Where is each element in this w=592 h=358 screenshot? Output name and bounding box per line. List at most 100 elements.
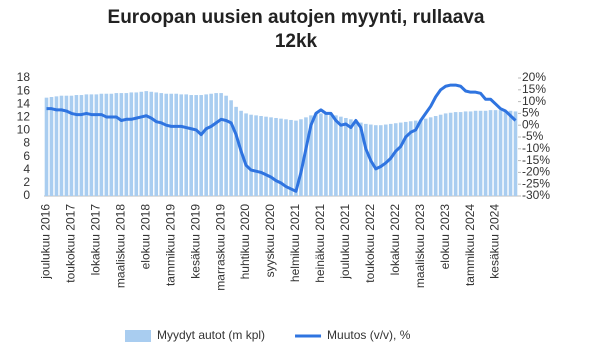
y-tick-label: 2 xyxy=(23,175,30,189)
bar xyxy=(129,92,134,196)
bar xyxy=(433,116,438,196)
bar xyxy=(179,94,184,196)
bar xyxy=(59,95,64,196)
legend-label: Muutos (v/v), % xyxy=(327,328,411,342)
bar xyxy=(254,115,258,196)
bar xyxy=(344,117,348,196)
bar xyxy=(359,122,363,196)
bar xyxy=(279,118,283,196)
bar xyxy=(329,114,333,196)
y2-tick-label: 0% xyxy=(522,117,540,131)
bar xyxy=(493,110,498,196)
bar xyxy=(513,111,518,196)
bar xyxy=(483,110,488,196)
x-tick-label: elokuu 2018 xyxy=(138,204,152,270)
bar xyxy=(159,93,164,196)
bar xyxy=(259,116,263,196)
bar xyxy=(249,114,253,196)
bar xyxy=(104,93,109,196)
bar xyxy=(99,93,104,196)
bar xyxy=(423,118,428,196)
bar xyxy=(309,115,313,196)
y2-tick-label: 15% xyxy=(522,82,546,96)
y-tick-label: 14 xyxy=(17,96,31,110)
x-tick-label: elokuu 2023 xyxy=(438,204,452,270)
bar xyxy=(189,95,193,196)
legend-label: Myydyt autot (m kpl) xyxy=(157,328,265,342)
bar xyxy=(209,93,213,196)
bar xyxy=(94,94,99,196)
bar xyxy=(79,95,84,196)
y-tick-label: 8 xyxy=(23,136,30,150)
x-tick-label: toukokuu 2017 xyxy=(64,204,78,283)
bar xyxy=(468,111,473,196)
bar xyxy=(408,121,413,196)
bar xyxy=(54,96,59,196)
bar xyxy=(139,91,144,196)
bar xyxy=(319,113,323,196)
bar xyxy=(413,120,418,196)
x-tick-label: tammikuu 2019 xyxy=(163,204,177,286)
y2-tick-label: -30% xyxy=(522,188,550,202)
bar xyxy=(194,95,198,196)
bar xyxy=(164,93,169,196)
bar xyxy=(438,114,443,196)
bar xyxy=(294,120,298,196)
bar xyxy=(339,116,343,196)
bar xyxy=(264,116,268,196)
bar xyxy=(304,117,308,196)
bar xyxy=(44,97,49,196)
y2-tick-label: 5% xyxy=(522,106,540,120)
bar xyxy=(174,93,179,196)
bar xyxy=(214,93,218,196)
bar xyxy=(299,119,303,196)
bar xyxy=(354,120,358,196)
bar xyxy=(443,113,448,196)
y2-tick-label: 10% xyxy=(522,94,546,108)
x-tick-label: syyskuu 2020 xyxy=(263,204,277,278)
x-tick-label: kesäkuu 2019 xyxy=(188,204,202,279)
bar xyxy=(199,95,203,196)
bar xyxy=(204,94,208,196)
bar xyxy=(314,113,318,196)
bar xyxy=(488,110,493,196)
bar xyxy=(134,92,139,196)
bar xyxy=(508,110,513,196)
y2-tick-label: -20% xyxy=(522,165,550,179)
y-tick-label: 18 xyxy=(17,70,31,84)
bar xyxy=(169,93,174,196)
y-tick-label: 12 xyxy=(17,110,31,124)
x-tick-label: lokakuu 2022 xyxy=(388,204,402,276)
bar xyxy=(74,95,79,196)
bar xyxy=(49,97,54,196)
bar xyxy=(114,93,119,196)
bar xyxy=(418,119,423,196)
y-tick-label: 16 xyxy=(17,83,31,97)
bar xyxy=(378,125,383,196)
bar xyxy=(109,93,114,196)
y2-tick-label: -5% xyxy=(522,129,544,143)
x-tick-label: joulukuu 2016 xyxy=(39,204,53,280)
bar xyxy=(84,94,89,196)
bar xyxy=(374,125,378,196)
x-tick-label: helmikuu 2021 xyxy=(288,204,302,282)
bar xyxy=(458,112,463,196)
bar xyxy=(149,91,154,196)
bar xyxy=(224,95,228,196)
x-tick-label: joulukuu 2021 xyxy=(338,204,352,280)
legend-swatch xyxy=(125,330,151,342)
bar xyxy=(383,124,388,196)
bar xyxy=(229,100,233,196)
x-tick-label: lokakuu 2017 xyxy=(89,204,103,276)
bar xyxy=(473,110,478,196)
y2-tick-label: -15% xyxy=(522,153,550,167)
line xyxy=(46,83,517,193)
bar xyxy=(428,117,433,196)
bar xyxy=(498,110,503,196)
x-tick-label: maaliskuu 2023 xyxy=(413,204,427,288)
y2-tick-label: -25% xyxy=(522,176,550,190)
bar xyxy=(284,119,288,196)
bar xyxy=(364,123,368,196)
bar xyxy=(269,117,273,196)
